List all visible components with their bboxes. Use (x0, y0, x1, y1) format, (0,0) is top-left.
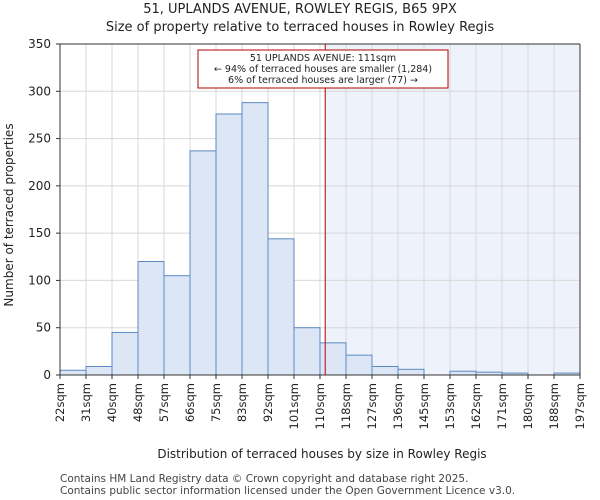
x-tick-label: 22sqm (53, 383, 67, 422)
y-tick-label: 0 (43, 368, 51, 382)
x-tick-label: 162sqm (469, 383, 483, 429)
annotation-line-3: 6% of terraced houses are larger (77) → (228, 75, 418, 86)
annotation-box: 51 UPLANDS AVENUE: 111sqm ← 94% of terra… (197, 49, 449, 89)
footer-line-2: Contains public sector information licen… (60, 485, 516, 497)
y-tick-label: 150 (28, 226, 51, 240)
histogram-bar (85, 365, 113, 376)
x-tick-label: 92sqm (261, 383, 275, 422)
histogram-bar (293, 327, 321, 376)
histogram-bar (345, 354, 373, 376)
x-axis-label: Distribution of terraced houses by size … (157, 447, 486, 461)
footer-line-1: Contains HM Land Registry data © Crown c… (60, 473, 469, 485)
x-tick-label: 101sqm (287, 383, 301, 429)
x-tick-label: 83sqm (235, 383, 249, 422)
x-tick-label: 127sqm (365, 383, 379, 429)
x-tick-label: 118sqm (339, 383, 353, 429)
x-tick-label: 197sqm (573, 383, 587, 429)
x-tick-label: 57sqm (157, 383, 171, 422)
x-tick-label: 171sqm (495, 383, 509, 429)
y-tick-label: 250 (28, 132, 51, 146)
histogram-bar (111, 331, 139, 376)
annotation-line-1: 51 UPLANDS AVENUE: 111sqm (250, 53, 396, 64)
y-tick-label: 300 (28, 84, 51, 98)
histogram-bar (241, 102, 269, 376)
y-tick-label: 50 (36, 321, 51, 335)
x-tick-label: 153sqm (443, 383, 457, 429)
histogram-bar (163, 275, 191, 376)
y-axis-label: Number of terraced properties (2, 123, 16, 306)
histogram-bar (267, 238, 295, 376)
x-tick-label: 66sqm (183, 383, 197, 422)
histogram-bar (319, 342, 347, 376)
histogram-bar (397, 368, 425, 376)
histogram-bar (215, 113, 243, 376)
chart-subtitle: Size of property relative to terraced ho… (105, 20, 495, 35)
histogram-bar (371, 365, 399, 376)
y-tick-label: 200 (28, 179, 51, 193)
x-tick-label: 145sqm (417, 383, 431, 429)
x-tick-label: 136sqm (391, 383, 405, 429)
chart-title: 51, UPLANDS AVENUE, ROWLEY REGIS, B65 9P… (143, 2, 457, 17)
x-tick-label: 75sqm (209, 383, 223, 422)
histogram-bar (59, 369, 87, 376)
x-tick-label: 31sqm (79, 383, 93, 422)
larger-region-shade (325, 44, 580, 375)
x-tick-label: 40sqm (105, 383, 119, 422)
histogram-bar (137, 261, 165, 376)
histogram-bar (449, 370, 477, 376)
x-tick-label: 48sqm (131, 383, 145, 422)
x-tick-label: 188sqm (547, 383, 561, 429)
histogram-bar (189, 150, 217, 376)
x-tick-label: 110sqm (313, 383, 327, 429)
histogram-chart: 0 50 100 150 200 250 300 350 22sqm 31sqm 40sqm 48s… (2, 37, 587, 461)
annotation-line-2: ← 94% of terraced houses are smaller (1,… (214, 64, 432, 75)
y-tick-label: 350 (28, 37, 51, 51)
y-tick-label: 100 (28, 273, 51, 287)
x-tick-label: 180sqm (521, 383, 535, 429)
